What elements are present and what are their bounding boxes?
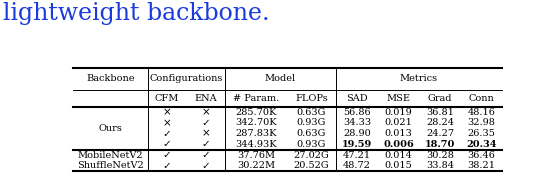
Text: 26.35: 26.35 xyxy=(468,129,496,138)
Text: 344.93K: 344.93K xyxy=(235,140,277,149)
Text: 0.006: 0.006 xyxy=(383,140,414,149)
Text: ✓: ✓ xyxy=(201,161,210,171)
Text: 18.70: 18.70 xyxy=(425,140,455,149)
Text: ShuffleNetV2: ShuffleNetV2 xyxy=(77,161,144,170)
Text: 20.52G: 20.52G xyxy=(293,161,329,170)
Text: 30.28: 30.28 xyxy=(426,151,454,160)
Text: 0.63G: 0.63G xyxy=(297,129,326,138)
Text: ×: × xyxy=(201,129,210,139)
Text: 0.93G: 0.93G xyxy=(297,140,326,149)
Text: # Param.: # Param. xyxy=(233,94,279,103)
Text: 47.21: 47.21 xyxy=(343,151,371,160)
Text: ✓: ✓ xyxy=(201,118,210,128)
Text: 56.86: 56.86 xyxy=(343,108,371,117)
Text: ✓: ✓ xyxy=(201,150,210,160)
Text: Grad: Grad xyxy=(428,94,452,103)
Text: 37.76M: 37.76M xyxy=(237,151,275,160)
Text: 36.46: 36.46 xyxy=(468,151,496,160)
Text: 28.90: 28.90 xyxy=(343,129,371,138)
Text: Conn: Conn xyxy=(469,94,494,103)
Text: MobileNetV2: MobileNetV2 xyxy=(78,151,143,160)
Text: 19.59: 19.59 xyxy=(342,140,372,149)
Text: FLOPs: FLOPs xyxy=(295,94,328,103)
Text: CFM: CFM xyxy=(155,94,179,103)
Text: ✓: ✓ xyxy=(162,129,171,139)
Text: 38.21: 38.21 xyxy=(468,161,496,170)
Text: 34.33: 34.33 xyxy=(343,119,371,127)
Text: 0.019: 0.019 xyxy=(385,108,413,117)
Text: Backbone: Backbone xyxy=(86,74,135,83)
Text: Ours: Ours xyxy=(99,124,123,133)
Text: 33.84: 33.84 xyxy=(426,161,454,170)
Text: 28.24: 28.24 xyxy=(426,119,454,127)
Text: SAD: SAD xyxy=(346,94,368,103)
Text: 24.27: 24.27 xyxy=(426,129,454,138)
Text: 0.93G: 0.93G xyxy=(297,119,326,127)
Text: 20.34: 20.34 xyxy=(466,140,497,149)
Text: 0.63G: 0.63G xyxy=(297,108,326,117)
Text: 30.22M: 30.22M xyxy=(237,161,275,170)
Text: ✓: ✓ xyxy=(201,139,210,149)
Text: ✓: ✓ xyxy=(162,161,171,171)
Text: ✓: ✓ xyxy=(162,150,171,160)
Text: MSE: MSE xyxy=(386,94,410,103)
Text: Configurations: Configurations xyxy=(150,74,223,83)
Text: ×: × xyxy=(162,118,171,128)
Text: 36.81: 36.81 xyxy=(426,108,454,117)
Text: 285.70K: 285.70K xyxy=(235,108,277,117)
Text: ✓: ✓ xyxy=(162,139,171,149)
Text: ×: × xyxy=(201,107,210,117)
Text: 27.02G: 27.02G xyxy=(293,151,329,160)
Text: ENA: ENA xyxy=(194,94,217,103)
Text: 0.015: 0.015 xyxy=(385,161,413,170)
Text: Model: Model xyxy=(265,74,296,83)
Text: Metrics: Metrics xyxy=(400,74,438,83)
Text: 0.021: 0.021 xyxy=(385,119,413,127)
Text: 48.16: 48.16 xyxy=(468,108,496,117)
Text: 287.83K: 287.83K xyxy=(235,129,277,138)
Text: lightweight backbone.: lightweight backbone. xyxy=(3,2,269,25)
Text: ×: × xyxy=(162,107,171,117)
Text: 342.70K: 342.70K xyxy=(235,119,277,127)
Text: 32.98: 32.98 xyxy=(468,119,496,127)
Text: 0.013: 0.013 xyxy=(385,129,413,138)
Text: 0.014: 0.014 xyxy=(385,151,413,160)
Text: 48.72: 48.72 xyxy=(343,161,371,170)
